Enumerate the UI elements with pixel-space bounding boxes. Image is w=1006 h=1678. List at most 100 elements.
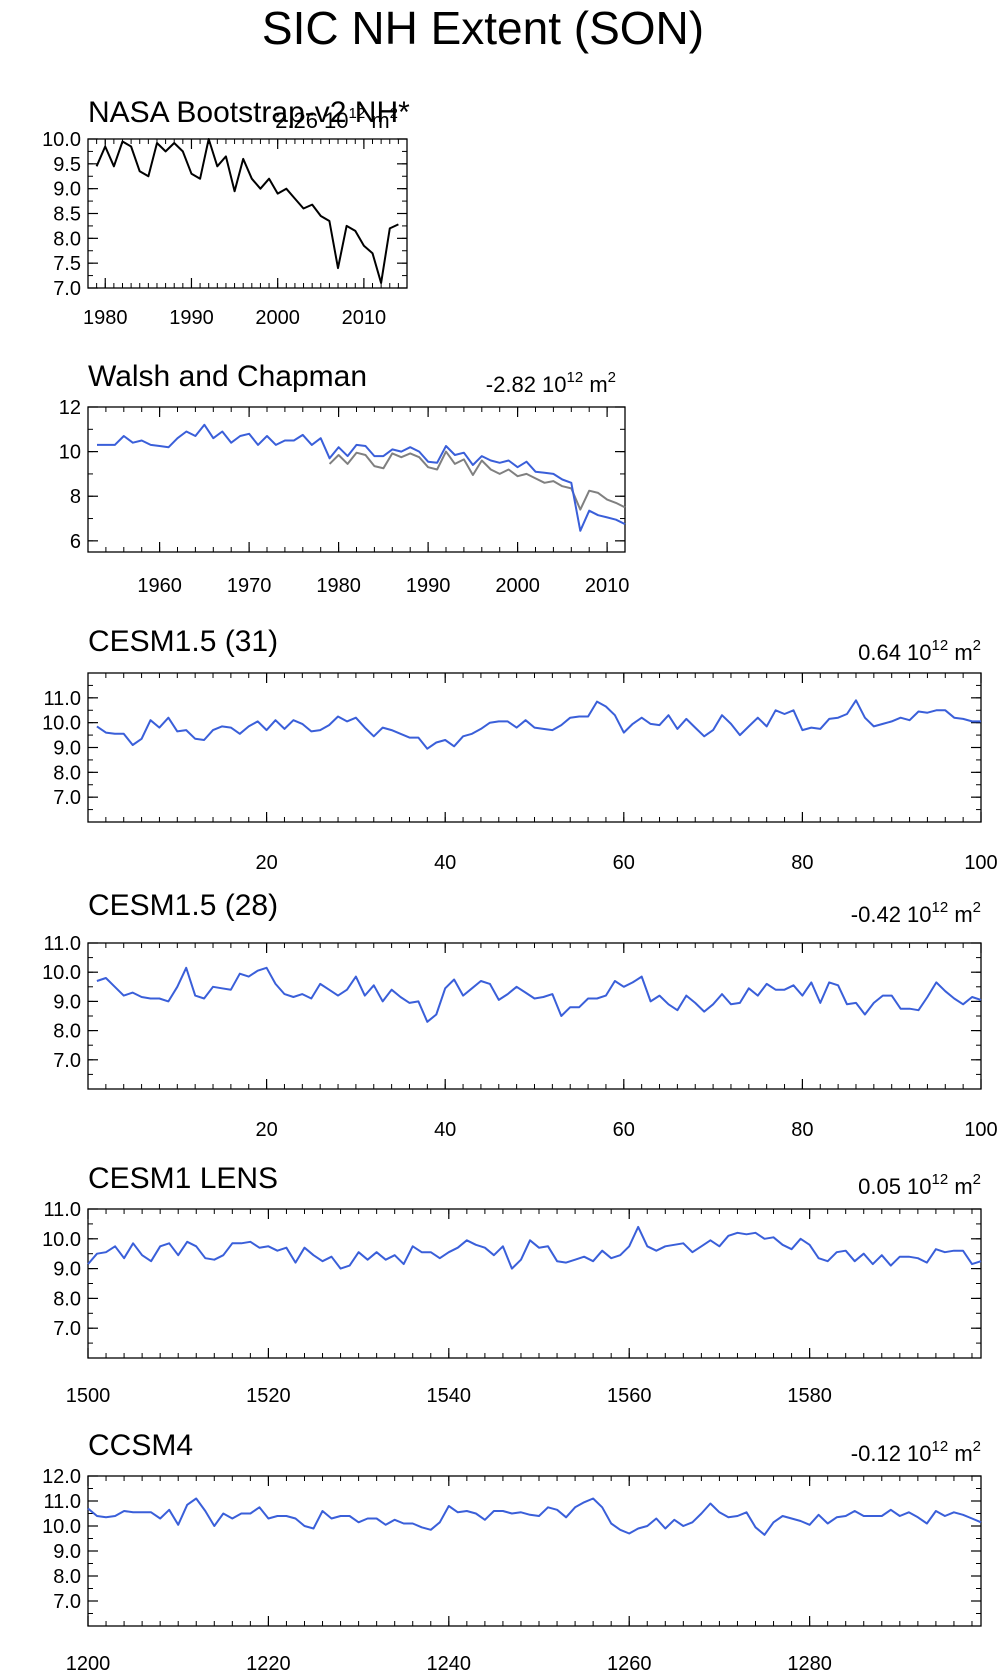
y-tick-label: 8.5 (53, 204, 81, 226)
x-tick-label: 20 (255, 1119, 277, 1141)
x-tick-label: 60 (613, 1119, 635, 1141)
trend-unit-exponent: 2 (390, 105, 398, 122)
plot-frame (87, 942, 982, 1090)
y-tick-label: 7.5 (53, 253, 81, 275)
y-tick-label: 10 (59, 442, 81, 464)
y-tick-label: 10.0 (42, 713, 81, 735)
trend-annotation: -0.42 1012 m2 (851, 899, 981, 927)
x-tick-label: 1990 (406, 575, 451, 597)
x-tick-label: 1980 (83, 307, 128, 329)
y-tick-label: 12 (59, 397, 81, 419)
panel-title: CESM1 LENS (88, 1162, 278, 1195)
x-tick-label: 1280 (787, 1653, 832, 1675)
series-line-1 (96, 699, 981, 750)
trend-exponent: 12 (567, 369, 584, 386)
x-tick-label: 1980 (316, 575, 361, 597)
y-tick-label: 7.0 (53, 1318, 81, 1340)
x-tick-label: 1200 (66, 1653, 111, 1675)
trend-exponent: 12 (932, 1438, 949, 1455)
panel-title: CESM1.5 (28) (88, 889, 278, 922)
x-tick-label: 80 (791, 852, 813, 874)
panel-title: NASA Bootstrap-v2 NH* (88, 96, 410, 129)
y-tick-label: 9.0 (53, 1541, 81, 1563)
panel-6: CCSM4 -0.12 1012 m2 1200 1220 1240 1260 1280 7.… (42, 1429, 982, 1675)
panel-title: Walsh and Chapman (88, 360, 367, 393)
x-tick-label: 1960 (137, 575, 182, 597)
y-tick-label: 8.0 (53, 762, 81, 784)
x-tick-label: 2010 (342, 307, 387, 329)
trend-unit-exponent: 2 (608, 369, 616, 386)
x-tick-label: 100 (964, 852, 997, 874)
y-tick-label: 10.0 (42, 129, 81, 151)
y-tick-label: 10.0 (42, 962, 81, 984)
trend-value: 2.26 10 (275, 108, 348, 133)
y-tick-label: 9.0 (53, 738, 81, 760)
plot-frame (87, 672, 982, 823)
trend-unit: m (583, 372, 607, 397)
series-line-1 (87, 1497, 982, 1536)
series-line-2 (97, 423, 626, 532)
y-tick-label: 9.5 (53, 154, 81, 176)
series-line-1 (96, 966, 982, 1023)
panel-title: CESM1.5 (31) (88, 625, 278, 658)
x-tick-label: 1220 (246, 1653, 291, 1675)
y-tick-label: 8 (70, 486, 81, 508)
trend-unit: m (365, 108, 389, 133)
trend-value: -0.42 10 (851, 902, 932, 927)
series-line-1 (87, 1225, 982, 1270)
y-tick-label: 8.0 (53, 1288, 81, 1310)
panel-3: CESM1.5 (31) 0.64 1012 m2 20 40 60 80 100 7.0 8.… (42, 625, 998, 874)
y-tick-label: 11.0 (44, 933, 81, 955)
y-tick-label: 10.0 (42, 1516, 81, 1538)
y-tick-label: 11.0 (44, 1491, 81, 1513)
x-tick-label: 1560 (607, 1385, 652, 1407)
x-tick-label: 2000 (495, 575, 540, 597)
trend-annotation: -0.12 1012 m2 (851, 1438, 981, 1466)
trend-exponent: 12 (349, 105, 366, 122)
panel-1: NASA Bootstrap-v2 NH*2.26 1012 m2 1980 199… (42, 96, 410, 329)
plot-frame (87, 1208, 982, 1359)
trend-annotation: 2.26 1012 m2 (275, 105, 398, 133)
y-tick-label: 7.0 (53, 278, 81, 300)
panel-4: CESM1.5 (28) -0.42 1012 m2 20 40 60 80 100 7.0 8… (42, 889, 998, 1141)
y-tick-label: 8.0 (53, 1566, 81, 1588)
trend-annotation: 0.05 1012 m2 (858, 1171, 981, 1199)
x-tick-label: 1520 (246, 1385, 291, 1407)
x-tick-label: 1260 (607, 1653, 652, 1675)
y-tick-label: 11.0 (44, 1199, 81, 1221)
series-line-1 (328, 450, 626, 511)
trend-unit-exponent: 2 (973, 1171, 981, 1188)
trend-unit: m (948, 1441, 972, 1466)
trend-exponent: 12 (932, 899, 949, 916)
x-tick-label: 60 (613, 852, 635, 874)
y-tick-label: 6 (70, 531, 81, 553)
x-tick-label: 100 (964, 1119, 997, 1141)
x-tick-label: 1540 (427, 1385, 472, 1407)
x-tick-label: 1970 (227, 575, 272, 597)
trend-annotation: -2.82 1012 m2 (486, 369, 616, 397)
series-line-1 (95, 138, 399, 284)
trend-value: -2.82 10 (486, 372, 567, 397)
x-tick-label: 40 (434, 852, 456, 874)
y-tick-label: 12.0 (42, 1466, 81, 1488)
x-tick-label: 2010 (585, 575, 630, 597)
trend-unit-exponent: 2 (973, 637, 981, 654)
y-tick-label: 7.0 (53, 1591, 81, 1613)
trend-unit: m (948, 640, 972, 665)
y-tick-label: 10.0 (42, 1229, 81, 1251)
x-tick-label: 20 (255, 852, 277, 874)
y-tick-label: 8.0 (53, 228, 81, 250)
panel-title: CCSM4 (88, 1429, 193, 1462)
trend-unit-exponent: 2 (973, 899, 981, 916)
trend-exponent: 12 (932, 637, 949, 654)
trend-exponent: 12 (932, 1171, 949, 1188)
trend-unit: m (948, 902, 972, 927)
plot-frame (87, 1475, 982, 1627)
y-tick-label: 9.0 (53, 991, 81, 1013)
trend-value: -0.12 10 (851, 1441, 932, 1466)
trend-unit-exponent: 2 (973, 1438, 981, 1455)
y-tick-label: 7.0 (53, 1050, 81, 1072)
